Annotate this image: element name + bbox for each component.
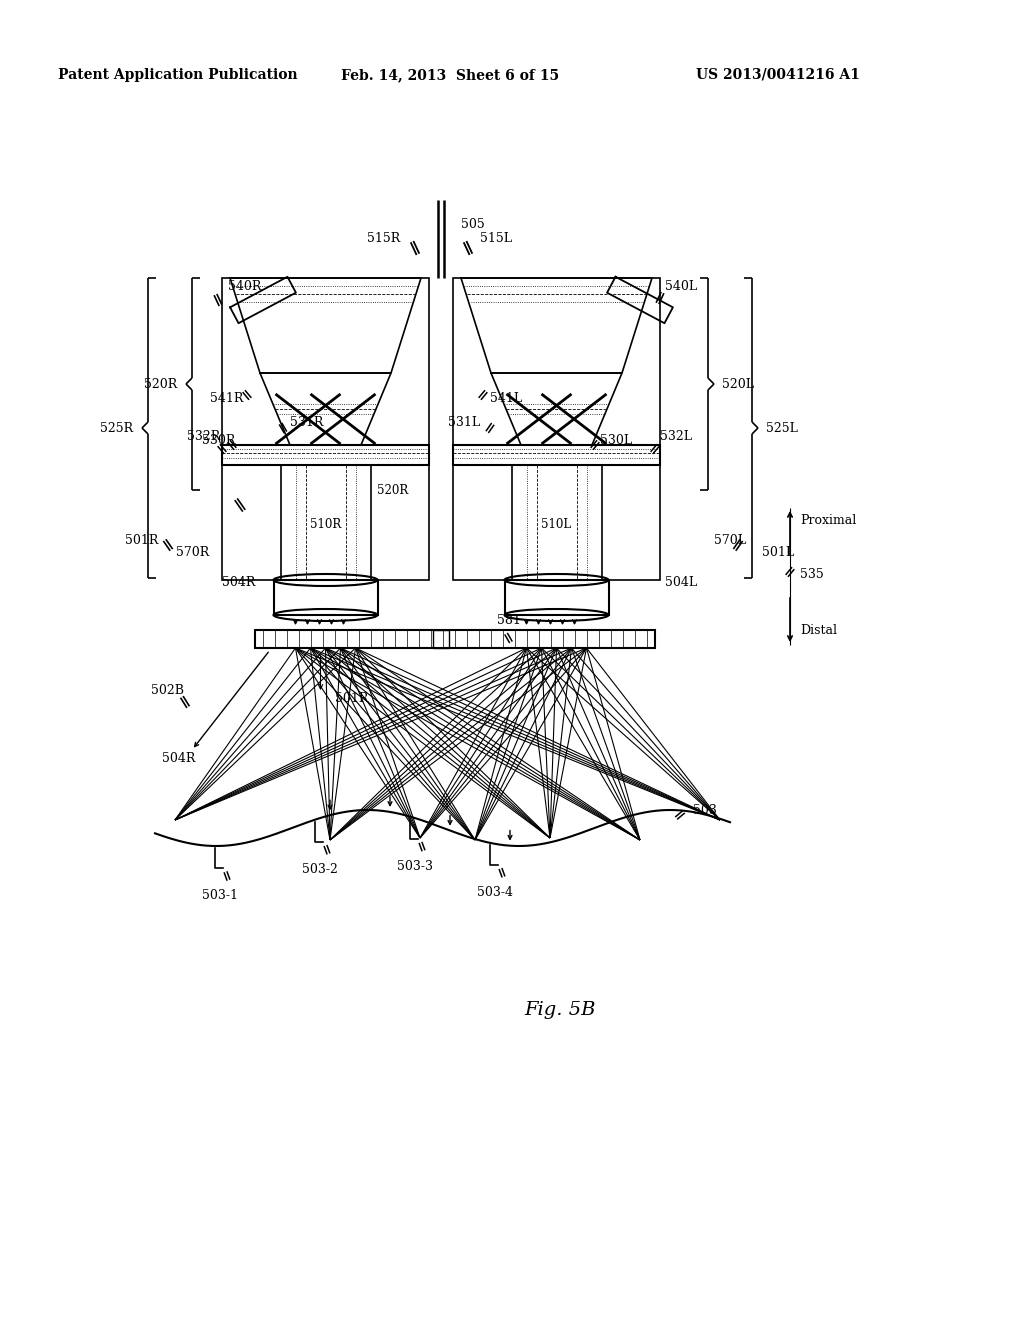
Text: 540R: 540R [228, 280, 261, 293]
Text: 503: 503 [693, 804, 717, 817]
Text: 581: 581 [497, 614, 520, 627]
Text: 520L: 520L [722, 378, 754, 391]
Text: 503-4: 503-4 [477, 886, 513, 899]
Bar [255, 630, 655, 648]
Text: 532L: 532L [660, 430, 692, 444]
Bar [505, 579, 608, 615]
Text: US 2013/0041216 A1: US 2013/0041216 A1 [696, 69, 860, 82]
Text: 515R: 515R [367, 231, 400, 244]
Text: 520R: 520R [378, 483, 409, 496]
Text: 535: 535 [800, 569, 823, 582]
Text: 503-1: 503-1 [202, 890, 238, 903]
Text: 501R: 501R [125, 533, 158, 546]
Text: 541L: 541L [490, 392, 522, 404]
Bar [512, 465, 601, 579]
Text: 531R: 531R [290, 417, 324, 429]
Text: 503-2: 503-2 [302, 863, 338, 876]
Text: 525L: 525L [766, 421, 798, 434]
Text: 504L: 504L [665, 576, 697, 589]
Text: 540L: 540L [665, 280, 697, 293]
Text: 530L: 530L [600, 434, 632, 447]
Text: Proximal: Proximal [800, 513, 856, 527]
Bar [222, 279, 429, 579]
Text: 501L: 501L [762, 545, 795, 558]
Bar [433, 630, 449, 648]
Bar [281, 465, 371, 579]
Text: 510L: 510L [542, 519, 571, 532]
Text: 502B: 502B [152, 684, 184, 697]
Text: 570R: 570R [176, 545, 209, 558]
Text: 531L: 531L [447, 417, 480, 429]
Bar [273, 579, 378, 615]
Text: 501R: 501R [336, 692, 369, 705]
Text: Fig. 5B: Fig. 5B [524, 1001, 596, 1019]
Bar [453, 279, 660, 579]
Text: 504R: 504R [221, 576, 255, 589]
Bar [222, 445, 429, 465]
Text: 510R: 510R [310, 519, 341, 532]
Text: 505: 505 [461, 219, 484, 231]
Text: 504R: 504R [162, 751, 195, 764]
Text: 515L: 515L [480, 231, 512, 244]
Text: 541R: 541R [210, 392, 243, 404]
Text: Feb. 14, 2013  Sheet 6 of 15: Feb. 14, 2013 Sheet 6 of 15 [341, 69, 559, 82]
Bar [453, 445, 660, 465]
Text: Distal: Distal [800, 623, 837, 636]
Text: 570L: 570L [714, 533, 746, 546]
Text: 503-3: 503-3 [397, 861, 433, 873]
Text: 530R: 530R [202, 434, 234, 447]
Text: 525R: 525R [100, 421, 133, 434]
Text: 532R: 532R [186, 430, 220, 444]
Text: 520R: 520R [143, 378, 177, 391]
Text: Patent Application Publication: Patent Application Publication [58, 69, 298, 82]
